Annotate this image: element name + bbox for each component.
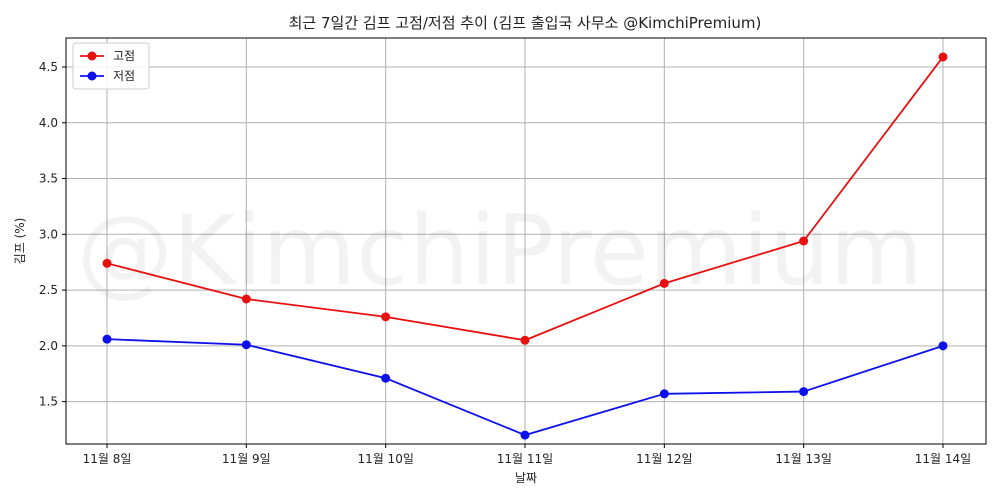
y-tick-label: 2.0 xyxy=(39,339,58,353)
series-layer xyxy=(102,52,948,440)
data-point-low xyxy=(799,387,809,397)
data-point-high xyxy=(799,236,809,246)
y-tick-label: 1.5 xyxy=(39,395,58,409)
x-tick-label: 11월 10일 xyxy=(357,452,413,466)
y-tick-label: 3.5 xyxy=(39,172,58,186)
data-point-high xyxy=(241,294,251,304)
tick-layer: 11월 8일 11월 9일 11월 10일 11월 11일 11월 12일 11월 13일… xyxy=(39,60,971,466)
legend-label-high: 고점 xyxy=(113,49,135,63)
data-point-low xyxy=(241,340,251,350)
y-tick-label: 4.5 xyxy=(39,60,58,74)
data-point-high xyxy=(102,258,112,268)
data-point-high xyxy=(659,278,669,288)
x-tick-label: 11월 13일 xyxy=(775,452,831,466)
data-point-low xyxy=(381,373,391,383)
legend-marker-high xyxy=(87,51,97,61)
y-tick-label: 2.5 xyxy=(39,283,58,297)
x-tick-label: 11월 9일 xyxy=(222,452,271,466)
grid-layer xyxy=(66,38,986,444)
x-tick-label: 11월 8일 xyxy=(83,452,132,466)
data-point-low xyxy=(520,430,530,440)
data-point-low xyxy=(938,341,948,351)
plot-area xyxy=(66,38,986,444)
x-tick-label: 11월 12일 xyxy=(636,452,692,466)
plot-frame xyxy=(65,37,987,445)
x-tick-label: 11월 14일 xyxy=(915,452,971,466)
y-tick-label: 3.0 xyxy=(39,227,58,241)
data-point-low xyxy=(102,334,112,344)
data-point-high xyxy=(381,312,391,322)
legend-label-low: 저점 xyxy=(113,69,135,83)
data-point-high xyxy=(938,52,948,62)
data-point-low xyxy=(659,389,669,399)
y-axis-label: 김프 (%) xyxy=(13,218,27,265)
legend: 고점 저점 xyxy=(72,42,150,90)
y-tick-label: 4.0 xyxy=(39,116,58,130)
data-point-high xyxy=(520,335,530,345)
chart-title: 최근 7일간 김프 고점/저점 추이 (김프 출입국 사무소 @KimchiPr… xyxy=(289,14,762,32)
legend-marker-low xyxy=(87,71,97,81)
legend-box xyxy=(72,42,150,90)
x-tick-label: 11월 11일 xyxy=(497,452,553,466)
x-axis-label: 날짜 xyxy=(515,471,537,485)
watermark-text: @KimchiPremium xyxy=(77,195,924,307)
